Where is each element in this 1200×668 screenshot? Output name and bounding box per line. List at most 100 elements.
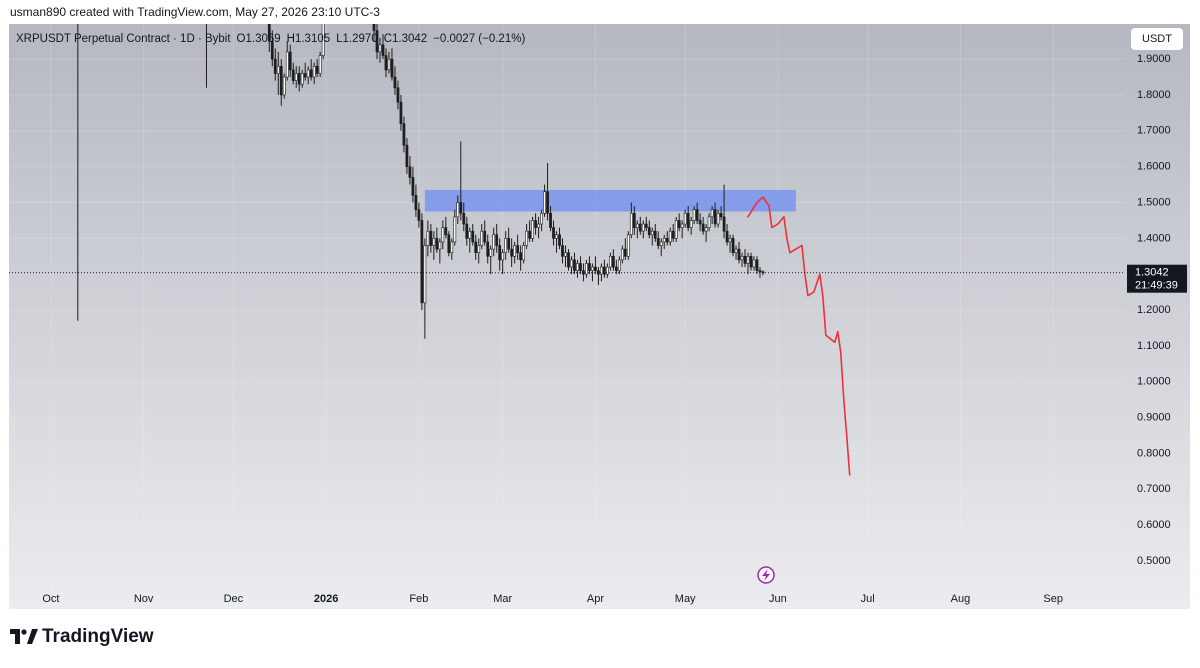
y-tick-label: 0.9000 [1137, 411, 1171, 423]
y-tick-label: 1.4000 [1137, 232, 1171, 244]
candle-body [483, 230, 487, 243]
x-tick-label: Jul [861, 593, 875, 605]
x-tick-label: Feb [409, 593, 428, 605]
candle-body [411, 177, 415, 196]
candle-body [570, 259, 573, 268]
candle-body [623, 248, 627, 257]
candle-body [312, 65, 316, 78]
y-tick-label: 0.8000 [1137, 447, 1171, 459]
candle-body [372, 24, 376, 31]
y-tick-label: 0.5000 [1137, 555, 1171, 567]
currency[interactable]: USDT [1142, 33, 1172, 45]
currency-button[interactable] [1131, 28, 1183, 50]
candle-body [743, 255, 747, 264]
candle-body [468, 230, 472, 239]
candle-body [728, 238, 732, 243]
candle-body [629, 212, 633, 236]
ohlc: O1.3069 [237, 33, 281, 45]
candle-body [692, 209, 696, 221]
candle-body [635, 223, 639, 228]
y-tick-label: 0.7000 [1137, 483, 1171, 495]
x-tick-label: May [675, 593, 696, 605]
candle-body [540, 212, 543, 225]
candle-body [390, 58, 394, 78]
candle-body [417, 209, 421, 221]
candle-body [501, 252, 505, 261]
candle-body [722, 216, 726, 232]
candle-body [701, 223, 705, 232]
candle-body [758, 270, 762, 273]
price-tag [1127, 264, 1187, 293]
candle-body [432, 238, 436, 246]
zone [424, 189, 796, 212]
candle-body [447, 234, 451, 253]
candle-body [641, 223, 645, 232]
candle-body [276, 65, 280, 74]
y-tick-label: 1.9000 [1137, 53, 1171, 65]
candle-body [393, 76, 397, 89]
candle-body [740, 255, 744, 261]
candle-body [534, 220, 537, 228]
chart-panel [9, 24, 1190, 609]
candle-body [375, 30, 379, 53]
projection-line [747, 196, 851, 476]
x-tick-label: Sep [1043, 593, 1063, 605]
candle-body [279, 65, 283, 96]
candle-body [579, 263, 582, 271]
candle-body [315, 65, 319, 74]
candle-body [522, 245, 525, 261]
candle-body [695, 209, 699, 221]
candle-body [614, 266, 618, 271]
candle-body [267, 24, 271, 42]
candle-body [510, 248, 514, 257]
candle-body [498, 245, 502, 261]
candle-body [270, 40, 274, 60]
candle-body [662, 238, 666, 243]
candle-body [611, 255, 615, 268]
candle-body [300, 73, 304, 85]
candle-body [737, 248, 741, 261]
legend: XRPUSDT Perpetual Contract · 1D · Bybit O… [16, 33, 525, 45]
candle-body [405, 144, 409, 167]
candle-body [710, 209, 714, 218]
candle-body [549, 212, 552, 228]
candle-body [516, 245, 520, 253]
price-tag-label: 1.3042 [1135, 267, 1169, 279]
candle-body [576, 263, 579, 271]
candle-body [698, 220, 702, 225]
candle-body [638, 223, 642, 232]
candle-body [746, 255, 750, 264]
x-tick-label: Nov [134, 593, 154, 605]
candle-body [507, 238, 511, 250]
candle-body [671, 230, 675, 239]
candle-body [423, 245, 427, 304]
candle-body [617, 259, 621, 271]
candle-body [513, 245, 517, 257]
x-tick-label: Jun [769, 593, 787, 605]
candle-body [552, 227, 555, 239]
candle-body [674, 220, 678, 239]
candle-body [426, 230, 430, 246]
candle-body [321, 24, 325, 56]
candle-body [620, 248, 624, 261]
candle-body [606, 266, 609, 275]
candle-body [462, 212, 466, 225]
candle-body [309, 69, 313, 78]
candle-body [399, 101, 403, 124]
candle-body [659, 241, 663, 246]
x-tick-label: Dec [224, 593, 244, 605]
candle-body [677, 220, 681, 228]
candle-body [656, 238, 660, 246]
candle-body [486, 241, 490, 257]
y-tick-label: 1.2000 [1137, 304, 1171, 316]
x-tick-label: Mar [493, 593, 512, 605]
candle-body [453, 216, 457, 243]
candle-body [318, 55, 322, 74]
candle-body [492, 234, 496, 250]
candle-body [558, 234, 561, 246]
candle-body [588, 263, 591, 271]
candle-body [480, 230, 484, 246]
candle-body [414, 195, 418, 210]
candle-body [683, 212, 687, 225]
candle-body [665, 238, 669, 243]
